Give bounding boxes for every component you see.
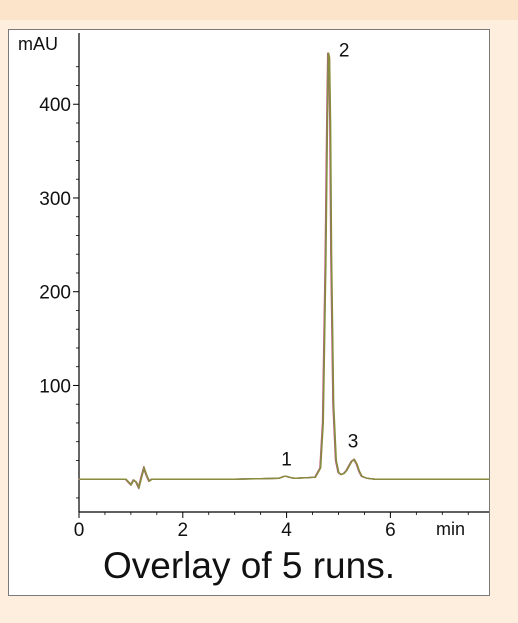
run-trace (78, 52, 489, 490)
axes (73, 33, 489, 518)
plot-frame (8, 29, 490, 596)
y-tick-label: 400 (39, 95, 71, 116)
x-tick-label: 4 (281, 520, 292, 541)
run-trace (79, 52, 490, 490)
y-tick-label: 300 (39, 189, 71, 210)
y-tick-label: 200 (39, 283, 71, 304)
x-tick-label: 6 (385, 520, 396, 541)
run-trace (78, 52, 489, 490)
x-axis-label: min (436, 519, 465, 539)
peak-label: 1 (281, 449, 292, 470)
peak-label: 2 (339, 41, 350, 62)
run-trace (79, 52, 490, 490)
x-tick-label: 2 (178, 520, 189, 541)
y-tick-label: 100 (39, 376, 71, 397)
traces (78, 52, 490, 490)
chart-caption: Overlay of 5 runs. (102, 545, 395, 586)
y-axis-label: mAU (18, 34, 58, 54)
labels: 100 200 300 400 0 2 4 6 mAU min 1 2 3 (18, 34, 465, 541)
x-tick-label: 0 (74, 520, 85, 541)
peak-label: 3 (348, 432, 359, 453)
top-band (0, 0, 518, 20)
